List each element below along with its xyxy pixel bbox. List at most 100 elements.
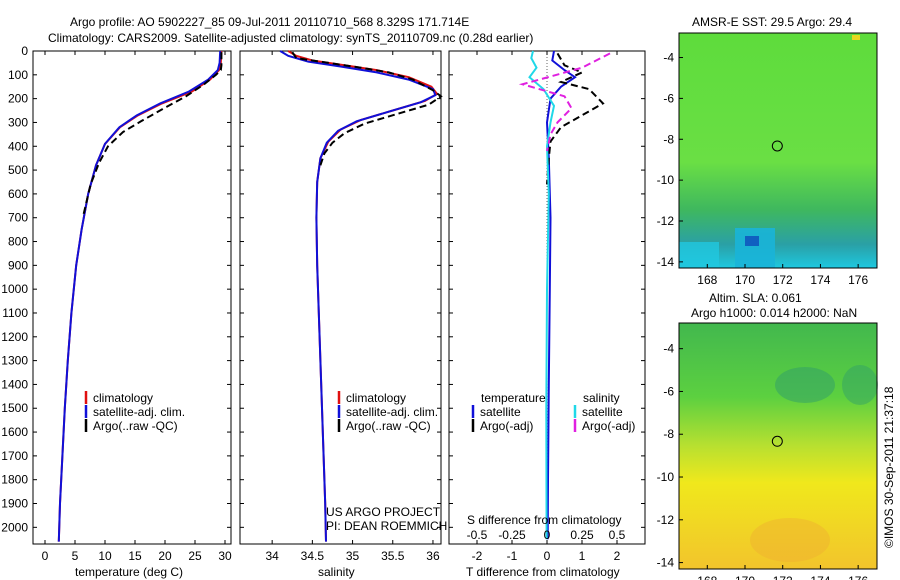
x-tick-label: 2 xyxy=(614,549,621,563)
s-tick-label: -0.25 xyxy=(498,528,526,542)
depth-tick-label: 1000 xyxy=(1,282,28,296)
temperature-plot: 0 5 10 15 20 25 30 xyxy=(33,50,232,563)
credit-pi: PI: DEAN ROEMMICH xyxy=(326,519,447,533)
x-tick-label: 0 xyxy=(544,549,551,563)
salinity-xlabel: salinity xyxy=(318,565,355,579)
map-lat-label: -12 xyxy=(657,513,675,527)
depth-tick-label: 800 xyxy=(8,235,28,249)
map-lon-label: 172 xyxy=(773,574,793,580)
map-lat-label: -6 xyxy=(663,91,674,105)
credit-project: US ARGO PROJECT xyxy=(326,505,441,519)
legend-label: satellite xyxy=(582,405,623,419)
map-lat-label: -10 xyxy=(657,470,675,484)
x-tick-label: 25 xyxy=(188,549,202,563)
legend-label: Argo(-adj) xyxy=(582,419,635,433)
series-line-s-argo-adj- xyxy=(518,52,611,152)
map-lon-label: 170 xyxy=(735,273,755,287)
legend-label: Argo(-adj) xyxy=(480,419,533,433)
sla-map-axes: 168 170 172 174 176 -4 -6 -8 -10 -12 -14 xyxy=(657,342,869,580)
depth-tick-label: 200 xyxy=(8,92,28,106)
difference-legend: temperature salinity satellite Argo(-adj… xyxy=(471,391,635,433)
argo-position-marker xyxy=(771,140,783,152)
series-line-satellite-adj-clim- xyxy=(279,50,437,542)
sla-low-patch xyxy=(842,365,878,405)
depth-tick-label: 700 xyxy=(8,211,28,225)
map-lon-label: 174 xyxy=(810,574,830,580)
temperature-xlabel: temperature (deg C) xyxy=(75,565,183,579)
legend-label: climatology xyxy=(93,391,153,405)
series-line-climatology xyxy=(57,50,223,542)
map-lat-label: -8 xyxy=(663,132,674,146)
legend-group-temperature: temperature xyxy=(481,391,546,405)
depth-tick-label: 0 xyxy=(21,44,28,58)
map-lon-label: 168 xyxy=(697,273,717,287)
x-tick-label: 36 xyxy=(426,549,440,563)
x-tick-label: 35 xyxy=(346,549,360,563)
series-line-argo-raw-qc- xyxy=(291,51,443,166)
map-lat-label: -6 xyxy=(663,384,674,398)
x-tick-label: -2 xyxy=(472,549,483,563)
sst-cold-patch xyxy=(745,236,759,246)
salinity-axes xyxy=(239,50,442,545)
map-lon-label: 176 xyxy=(848,574,868,580)
sst-warm-patch xyxy=(852,35,860,40)
x-tick-label: 34 xyxy=(265,549,279,563)
legend-label: Argo(..raw -QC) xyxy=(346,419,431,433)
map-lat-label: -12 xyxy=(657,214,675,228)
series-line-t-satellite xyxy=(545,50,577,540)
depth-tick-label: 1500 xyxy=(1,401,28,415)
s-tick-label: 0 xyxy=(544,528,551,542)
argo-position-marker xyxy=(771,435,783,447)
series-line-t-argo-adj- xyxy=(546,52,605,185)
map-lon-label: 176 xyxy=(848,273,868,287)
depth-tick-label: 600 xyxy=(8,187,28,201)
temperature-axes xyxy=(32,50,232,545)
sla-map-subtitle: Argo h1000: 0.014 h2000: NaN xyxy=(691,306,857,320)
series-line-satellite-adj-clim- xyxy=(57,50,222,542)
sst-map-title: AMSR-E SST: 29.5 Argo: 29.4 xyxy=(692,15,852,29)
x-tick-label: 35.5 xyxy=(381,549,405,563)
x-tick-label: 1 xyxy=(579,549,586,563)
s-tick-label: 0.25 xyxy=(570,528,594,542)
series-line-s-satellite xyxy=(528,50,556,540)
map-lon-label: 172 xyxy=(773,273,793,287)
depth-tick-label: 100 xyxy=(8,68,28,82)
x-tick-label: 15 xyxy=(128,549,142,563)
s-tick-label: 0.5 xyxy=(609,528,626,542)
x-tick-label: -1 xyxy=(507,549,518,563)
x-tick-label: 0 xyxy=(42,549,49,563)
x-tick-label: 34.5 xyxy=(301,549,325,563)
x-tick-label: 5 xyxy=(72,549,79,563)
depth-tick-label: 1200 xyxy=(1,330,28,344)
x-tick-label: 10 xyxy=(98,549,112,563)
depth-tick-label: 1300 xyxy=(1,354,28,368)
sla-map-frame xyxy=(678,322,878,570)
temperature-legend: climatology satellite-adj. clim. Argo(..… xyxy=(84,391,185,433)
depth-tick-label: 900 xyxy=(8,258,28,272)
depth-tick-label: 400 xyxy=(8,139,28,153)
legend-label: satellite-adj. clim. xyxy=(346,405,438,419)
sst-cool-patch xyxy=(735,228,775,268)
map-lon-label: 168 xyxy=(697,574,717,580)
legend-label: satellite xyxy=(480,405,521,419)
map-lat-label: -4 xyxy=(663,342,674,356)
sla-low-patch xyxy=(775,367,835,403)
depth-tick-label: 1600 xyxy=(1,425,28,439)
s-tick-label: -0.5 xyxy=(467,528,488,542)
depth-tick-label: 500 xyxy=(8,163,28,177)
map-lat-label: -14 xyxy=(657,255,675,269)
salinity-legend: climatology satellite-adj. clim. Argo(..… xyxy=(337,391,438,433)
legend-label: satellite-adj. clim. xyxy=(93,405,185,419)
x-tick-label: 30 xyxy=(218,549,232,563)
depth-tick-label: 1100 xyxy=(2,306,28,320)
map-lat-label: -10 xyxy=(657,173,675,187)
sla-map-title: Altim. SLA: 0.061 xyxy=(709,291,802,305)
side-stamp: ©IMOS 30-Sep-2011 21:37:18 xyxy=(882,386,896,548)
salinity-plot: 34 34.5 35 35.5 36 xyxy=(240,50,443,563)
depth-axis: 0 100 200 300 400 500 600 700 800 900 1000 1100 1200… xyxy=(1,44,28,534)
x-tick-label: 20 xyxy=(158,549,172,563)
depth-tick-label: 1900 xyxy=(1,497,28,511)
map-lat-label: -14 xyxy=(657,556,675,570)
